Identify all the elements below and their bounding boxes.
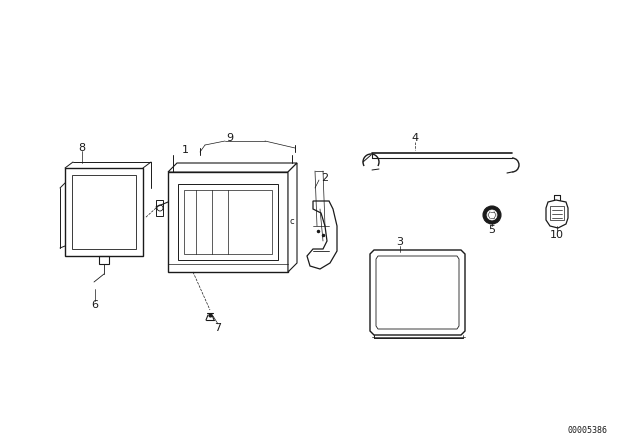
Polygon shape (546, 200, 568, 228)
Text: 4: 4 (412, 133, 419, 143)
Text: 2: 2 (321, 173, 328, 183)
Text: 5: 5 (488, 225, 495, 235)
Polygon shape (288, 163, 297, 272)
Text: 9: 9 (227, 133, 234, 143)
Polygon shape (168, 163, 297, 172)
Text: 1: 1 (182, 145, 189, 155)
Circle shape (487, 210, 497, 220)
Text: c: c (290, 217, 294, 227)
Circle shape (483, 206, 501, 224)
Text: 3: 3 (397, 237, 403, 247)
Text: 8: 8 (79, 143, 86, 153)
Text: 00005386: 00005386 (568, 426, 608, 435)
Polygon shape (307, 201, 337, 269)
Text: 6: 6 (92, 300, 99, 310)
Polygon shape (370, 250, 465, 335)
Polygon shape (168, 172, 288, 272)
Text: 10: 10 (550, 230, 564, 240)
Text: 7: 7 (214, 323, 221, 333)
